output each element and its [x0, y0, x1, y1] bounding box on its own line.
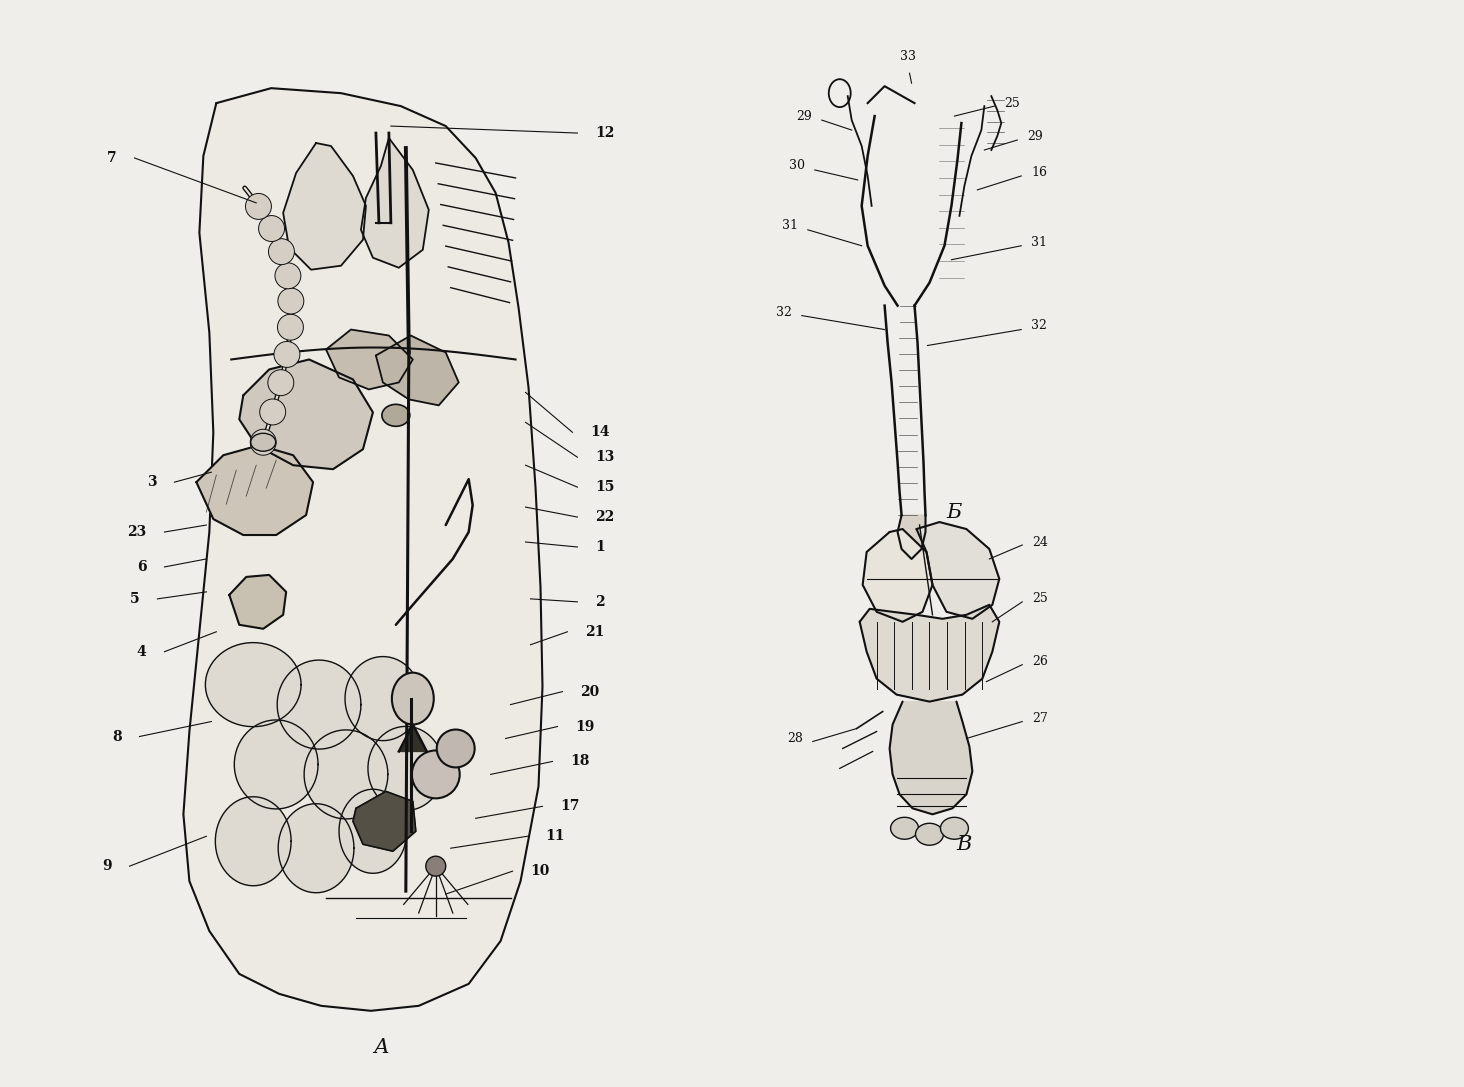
Polygon shape — [215, 797, 291, 886]
Text: 9: 9 — [102, 859, 111, 873]
Polygon shape — [196, 446, 313, 535]
Text: 4: 4 — [136, 645, 146, 659]
Text: 25: 25 — [1032, 592, 1048, 605]
Polygon shape — [277, 660, 362, 749]
Polygon shape — [346, 657, 420, 740]
Circle shape — [259, 399, 285, 425]
Text: 2: 2 — [596, 595, 605, 609]
Circle shape — [275, 263, 302, 289]
Circle shape — [259, 215, 284, 241]
Polygon shape — [916, 522, 1000, 619]
Circle shape — [411, 750, 460, 798]
Text: 1: 1 — [596, 540, 605, 554]
Text: 6: 6 — [136, 560, 146, 574]
Polygon shape — [859, 604, 1000, 701]
Polygon shape — [890, 701, 972, 814]
Text: 16: 16 — [1031, 166, 1047, 179]
Text: А: А — [373, 1038, 389, 1058]
Polygon shape — [897, 515, 925, 559]
Text: В: В — [956, 835, 972, 853]
Text: 32: 32 — [776, 307, 792, 320]
Text: 21: 21 — [586, 625, 605, 639]
Text: 26: 26 — [1032, 655, 1048, 669]
Circle shape — [278, 288, 305, 314]
Text: 29: 29 — [796, 110, 813, 123]
Polygon shape — [234, 720, 318, 809]
Text: Б: Б — [947, 502, 962, 522]
Text: 10: 10 — [530, 864, 550, 878]
Polygon shape — [305, 729, 388, 819]
Text: 25: 25 — [1004, 97, 1020, 110]
Polygon shape — [340, 789, 407, 873]
Ellipse shape — [392, 673, 433, 725]
Text: 32: 32 — [1031, 320, 1047, 332]
Text: 19: 19 — [575, 720, 594, 734]
Text: 3: 3 — [146, 475, 157, 489]
Ellipse shape — [382, 404, 410, 426]
Text: 12: 12 — [596, 126, 615, 140]
Ellipse shape — [940, 817, 968, 839]
Text: 29: 29 — [1028, 129, 1042, 142]
Circle shape — [436, 729, 474, 767]
Polygon shape — [376, 336, 458, 405]
Polygon shape — [362, 138, 429, 267]
Text: 30: 30 — [789, 160, 805, 173]
Text: 13: 13 — [596, 450, 615, 464]
Polygon shape — [205, 642, 302, 727]
Text: 17: 17 — [561, 799, 580, 813]
Polygon shape — [326, 329, 413, 389]
Polygon shape — [230, 575, 285, 628]
Polygon shape — [862, 529, 933, 622]
Text: 31: 31 — [1031, 236, 1047, 249]
Ellipse shape — [915, 823, 943, 846]
Ellipse shape — [890, 817, 918, 839]
Text: 22: 22 — [596, 510, 615, 524]
Polygon shape — [278, 803, 354, 892]
Text: 31: 31 — [782, 220, 798, 233]
Text: 11: 11 — [546, 829, 565, 844]
Text: 15: 15 — [596, 480, 615, 495]
Circle shape — [268, 239, 294, 264]
Text: 33: 33 — [899, 50, 915, 63]
Text: 18: 18 — [571, 754, 590, 769]
Circle shape — [278, 314, 303, 340]
Ellipse shape — [250, 434, 275, 451]
Text: 5: 5 — [130, 591, 139, 605]
Text: 8: 8 — [111, 729, 122, 744]
Polygon shape — [353, 791, 416, 851]
Polygon shape — [283, 143, 366, 270]
Text: 7: 7 — [107, 151, 117, 165]
Text: 27: 27 — [1032, 712, 1048, 725]
Text: 24: 24 — [1032, 536, 1048, 549]
Circle shape — [426, 857, 445, 876]
Polygon shape — [367, 726, 444, 811]
Text: 14: 14 — [590, 425, 610, 439]
Polygon shape — [183, 88, 543, 1011]
Polygon shape — [398, 725, 427, 751]
Polygon shape — [239, 360, 373, 470]
Text: 20: 20 — [580, 685, 600, 699]
Text: 23: 23 — [127, 525, 146, 539]
Circle shape — [246, 193, 271, 220]
Text: 28: 28 — [788, 732, 802, 745]
Circle shape — [274, 341, 300, 367]
Circle shape — [268, 370, 294, 396]
Circle shape — [250, 429, 277, 455]
